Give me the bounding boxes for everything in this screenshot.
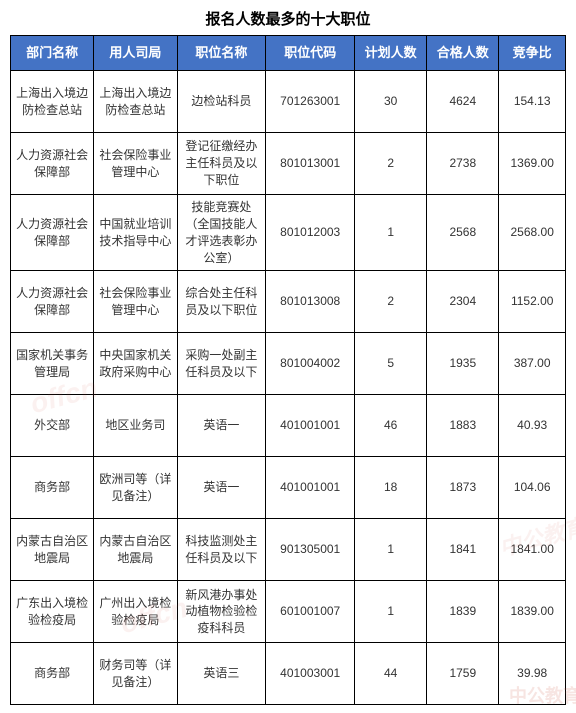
table-cell: 英语一 — [177, 457, 266, 519]
table-cell: 44 — [355, 643, 427, 705]
table-cell: 1841.00 — [499, 519, 566, 581]
table-cell: 5 — [355, 333, 427, 395]
table-cell: 1 — [355, 581, 427, 643]
table-cell: 2738 — [427, 133, 499, 195]
table-row: 人力资源社会保障部社会保险事业管理中心登记征缴经办主任科员及以下职位801013… — [11, 133, 566, 195]
table-cell: 人力资源社会保障部 — [11, 195, 94, 271]
table-cell: 1152.00 — [499, 271, 566, 333]
table-cell: 801013008 — [266, 271, 355, 333]
table-cell: 104.06 — [499, 457, 566, 519]
table-cell: 广东出入境检验检疫局 — [11, 581, 94, 643]
table-cell: 社会保险事业管理中心 — [94, 133, 177, 195]
table-cell: 地区业务司 — [94, 395, 177, 457]
table-cell: 中国就业培训技术指导中心 — [94, 195, 177, 271]
table-cell: 2568 — [427, 195, 499, 271]
table-row: 商务部财务司等（详见备注）英语三40100300144175939.98 — [11, 643, 566, 705]
table-cell: 新风港办事处动植物检验检疫科科员 — [177, 581, 266, 643]
table-row: 广东出入境检验检疫局广州出入境检验检疫局新风港办事处动植物检验检疫科科员6010… — [11, 581, 566, 643]
table-cell: 人力资源社会保障部 — [11, 133, 94, 195]
table-cell: 2304 — [427, 271, 499, 333]
table-cell: 内蒙古自治区地震局 — [11, 519, 94, 581]
table-cell: 财务司等（详见备注） — [94, 643, 177, 705]
column-header: 部门名称 — [11, 36, 94, 71]
table-cell: 登记征缴经办主任科员及以下职位 — [177, 133, 266, 195]
column-header: 职位代码 — [266, 36, 355, 71]
table-cell: 401003001 — [266, 643, 355, 705]
table-cell: 1841 — [427, 519, 499, 581]
table-cell: 1873 — [427, 457, 499, 519]
table-cell: 上海出入境边防检查总站 — [11, 71, 94, 133]
column-header: 合格人数 — [427, 36, 499, 71]
table-cell: 39.98 — [499, 643, 566, 705]
table-cell: 1839 — [427, 581, 499, 643]
table-cell: 401001001 — [266, 395, 355, 457]
table-cell: 2 — [355, 271, 427, 333]
table-cell: 46 — [355, 395, 427, 457]
table-cell: 英语一 — [177, 395, 266, 457]
table-cell: 科技监测处主任科员及以下 — [177, 519, 266, 581]
table-container: { "title": "报名人数最多的十大职位", "header_bg": "… — [0, 0, 576, 713]
table-row: 商务部欧洲司等（详见备注）英语一401001001181873104.06 — [11, 457, 566, 519]
table-cell: 18 — [355, 457, 427, 519]
table-cell: 2568.00 — [499, 195, 566, 271]
table-cell: 边检站科员 — [177, 71, 266, 133]
table-cell: 1759 — [427, 643, 499, 705]
table-row: 上海出入境边防检查总站上海出入境边防检查总站边检站科员7012630013046… — [11, 71, 566, 133]
table-cell: 综合处主任科员及以下职位 — [177, 271, 266, 333]
column-header: 计划人数 — [355, 36, 427, 71]
table-row: 外交部地区业务司英语一40100100146188340.93 — [11, 395, 566, 457]
table-cell: 1935 — [427, 333, 499, 395]
table-cell: 技能竞赛处（全国技能人才评选表彰办公室） — [177, 195, 266, 271]
table-cell: 2 — [355, 133, 427, 195]
table-cell: 采购一处副主任科员及以下 — [177, 333, 266, 395]
column-header: 用人司局 — [94, 36, 177, 71]
table-cell: 人力资源社会保障部 — [11, 271, 94, 333]
table-cell: 30 — [355, 71, 427, 133]
positions-table: 部门名称用人司局职位名称职位代码计划人数合格人数竞争比 上海出入境边防检查总站上… — [10, 35, 566, 705]
table-cell: 1 — [355, 195, 427, 271]
table-cell: 上海出入境边防检查总站 — [94, 71, 177, 133]
table-cell: 401001001 — [266, 457, 355, 519]
table-cell: 社会保险事业管理中心 — [94, 271, 177, 333]
table-cell: 601001007 — [266, 581, 355, 643]
table-cell: 广州出入境检验检疫局 — [94, 581, 177, 643]
table-row: 内蒙古自治区地震局内蒙古自治区地震局科技监测处主任科员及以下9013050011… — [11, 519, 566, 581]
table-cell: 801004002 — [266, 333, 355, 395]
table-cell: 英语三 — [177, 643, 266, 705]
table-cell: 商务部 — [11, 457, 94, 519]
table-cell: 154.13 — [499, 71, 566, 133]
table-cell: 1 — [355, 519, 427, 581]
table-cell: 欧洲司等（详见备注） — [94, 457, 177, 519]
table-header-row: 部门名称用人司局职位名称职位代码计划人数合格人数竞争比 — [11, 36, 566, 71]
page-title: 报名人数最多的十大职位 — [10, 8, 566, 29]
table-row: 人力资源社会保障部中国就业培训技术指导中心技能竞赛处（全国技能人才评选表彰办公室… — [11, 195, 566, 271]
table-row: 国家机关事务管理局中央国家机关政府采购中心采购一处副主任科员及以下8010040… — [11, 333, 566, 395]
table-row: 人力资源社会保障部社会保险事业管理中心综合处主任科员及以下职位801013008… — [11, 271, 566, 333]
table-cell: 1883 — [427, 395, 499, 457]
table-cell: 1369.00 — [499, 133, 566, 195]
table-cell: 40.93 — [499, 395, 566, 457]
table-cell: 801013001 — [266, 133, 355, 195]
table-cell: 商务部 — [11, 643, 94, 705]
table-cell: 外交部 — [11, 395, 94, 457]
table-body: 上海出入境边防检查总站上海出入境边防检查总站边检站科员7012630013046… — [11, 71, 566, 705]
table-cell: 1839.00 — [499, 581, 566, 643]
table-cell: 701263001 — [266, 71, 355, 133]
table-cell: 4624 — [427, 71, 499, 133]
table-cell: 中央国家机关政府采购中心 — [94, 333, 177, 395]
table-cell: 387.00 — [499, 333, 566, 395]
table-cell: 国家机关事务管理局 — [11, 333, 94, 395]
table-cell: 901305001 — [266, 519, 355, 581]
table-cell: 内蒙古自治区地震局 — [94, 519, 177, 581]
column-header: 职位名称 — [177, 36, 266, 71]
table-cell: 801012003 — [266, 195, 355, 271]
column-header: 竞争比 — [499, 36, 566, 71]
